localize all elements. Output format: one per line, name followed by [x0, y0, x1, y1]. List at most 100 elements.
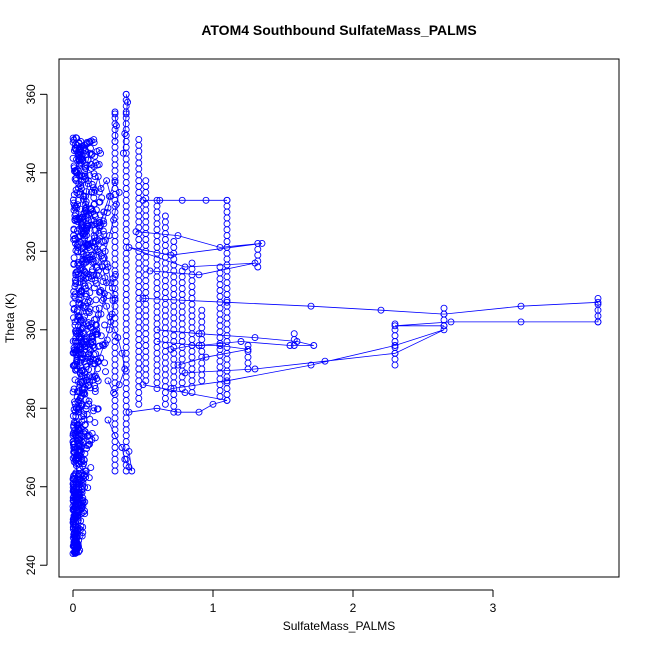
data-point	[71, 283, 79, 290]
data-point	[107, 318, 115, 326]
data-point	[118, 349, 126, 357]
data-point	[87, 209, 95, 217]
data-point	[84, 350, 92, 358]
data-point	[79, 523, 87, 531]
data-point	[72, 269, 80, 277]
data-point	[70, 199, 78, 207]
data-point	[97, 332, 105, 340]
data-point	[86, 255, 94, 263]
data-point	[82, 405, 90, 413]
data-point	[178, 196, 186, 204]
data-point	[92, 280, 100, 288]
data-point	[86, 298, 94, 306]
data-point	[77, 148, 84, 156]
data-point	[310, 342, 318, 349]
data-point	[81, 420, 89, 428]
data-point	[111, 294, 119, 302]
data-point	[91, 152, 99, 160]
data-point	[142, 177, 150, 185]
series-line-6	[128, 231, 263, 276]
data-point	[90, 284, 98, 292]
data-point	[73, 393, 81, 401]
data-point	[76, 266, 84, 274]
data-point	[76, 350, 84, 358]
data-point	[71, 346, 79, 354]
chart-title: ATOM4 Southbound SulfateMass_PALMS	[201, 22, 476, 38]
data-point	[77, 275, 85, 282]
y-tick-label: 280	[24, 398, 38, 418]
data-point	[71, 453, 78, 461]
data-point	[170, 238, 178, 245]
data-point	[216, 342, 224, 349]
data-point	[82, 151, 90, 159]
data-point	[70, 206, 78, 214]
data-point	[87, 464, 95, 472]
data-point	[209, 400, 217, 408]
data-point	[174, 408, 182, 416]
data-point	[81, 430, 89, 438]
data-point	[88, 181, 96, 188]
data-point	[76, 388, 84, 396]
data-point	[79, 482, 87, 490]
data-point	[85, 334, 93, 342]
data-point	[76, 288, 84, 296]
data-point	[72, 280, 80, 287]
x-tick-label: 2	[350, 601, 357, 615]
data-point	[202, 196, 210, 204]
plot-frame	[58, 58, 620, 578]
data-point	[84, 484, 92, 492]
data-point	[100, 230, 108, 238]
data-point	[153, 196, 161, 204]
data-point	[85, 296, 93, 304]
data-point	[91, 210, 99, 218]
data-point	[244, 342, 252, 349]
data-point	[100, 290, 108, 297]
data-point	[85, 309, 93, 317]
data-point	[307, 302, 315, 310]
series-line-8	[156, 329, 314, 346]
data-point	[87, 137, 95, 145]
data-point	[93, 330, 101, 338]
data-point	[124, 98, 132, 106]
data-point	[91, 186, 99, 194]
data-point	[104, 292, 112, 300]
data-point	[90, 316, 98, 324]
x-tick-label: 3	[490, 601, 497, 615]
data-point	[87, 144, 94, 152]
data-point	[118, 444, 126, 451]
data-point	[104, 377, 112, 385]
data-point	[174, 361, 182, 369]
data-point	[83, 442, 91, 450]
data-point	[80, 386, 88, 394]
data-point	[75, 470, 83, 478]
data-point	[70, 532, 78, 540]
data-point	[108, 284, 116, 292]
data-point	[85, 244, 93, 252]
data-point	[90, 170, 98, 178]
data-point	[440, 326, 448, 334]
data-point	[76, 358, 84, 366]
data-point	[78, 152, 86, 160]
data-point	[391, 342, 399, 349]
data-point	[92, 305, 100, 313]
data-point	[70, 485, 78, 493]
data-point	[112, 200, 120, 208]
data-point	[81, 374, 89, 382]
data-point	[74, 518, 82, 526]
data-point	[70, 440, 78, 448]
data-point	[72, 134, 80, 142]
data-point	[74, 268, 82, 276]
y-tick-label: 260	[24, 476, 38, 496]
data-point	[95, 188, 103, 196]
data-point	[391, 320, 399, 328]
data-point	[72, 168, 80, 176]
data-point	[75, 327, 83, 335]
data-point	[377, 306, 385, 314]
data-point	[79, 438, 87, 446]
data-point	[73, 342, 81, 350]
data-point	[94, 246, 101, 253]
y-tick-label: 340	[24, 162, 38, 182]
data-point	[79, 244, 87, 252]
data-point	[104, 416, 112, 424]
